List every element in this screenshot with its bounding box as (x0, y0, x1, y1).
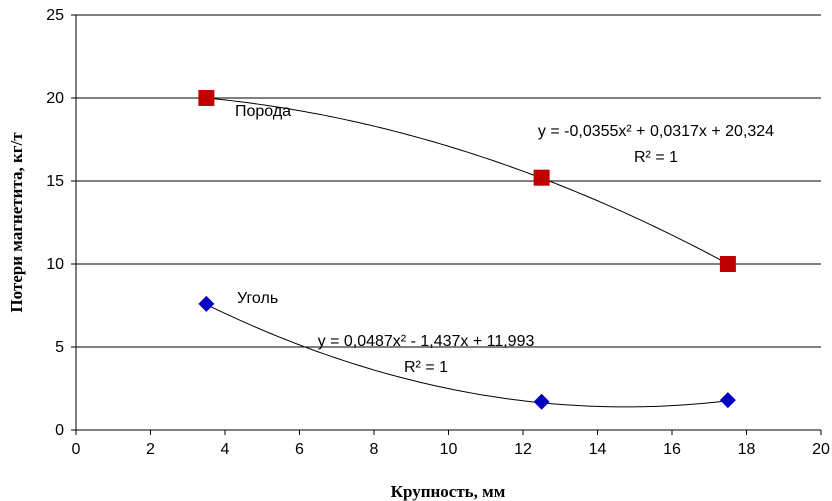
x-tick-label-20: 20 (812, 441, 830, 458)
x-axis-title: Крупность, мм (391, 482, 506, 501)
x-tick-label-14: 14 (589, 441, 607, 458)
y-tick-label-20: 20 (46, 90, 64, 107)
x-tick-label-18: 18 (738, 441, 756, 458)
chart-labels: Порода Уголь y = -0,0355x² + 0,0317x + 2… (7, 103, 774, 501)
x-tick-label-16: 16 (663, 441, 681, 458)
data-markers (198, 90, 736, 410)
trendlines (206, 97, 729, 408)
trendline-r2-poroda: R² = 1 (634, 149, 678, 166)
y-tick-label-10: 10 (46, 256, 64, 273)
trendline-r2-ugol: R² = 1 (404, 359, 448, 376)
y-tick-label-5: 5 (55, 339, 64, 356)
x-tick-label-12: 12 (514, 441, 532, 458)
x-tick-label-4: 4 (221, 441, 230, 458)
marker-ugol-2 (719, 392, 736, 409)
marker-poroda-2 (719, 256, 736, 272)
marker-ugol-0 (198, 295, 215, 312)
marker-poroda-0 (198, 90, 215, 106)
marker-ugol-1 (533, 393, 550, 410)
series-label-ugol: Уголь (237, 290, 278, 307)
trendline-equation-poroda: y = -0,0355x² + 0,0317x + 20,324 (538, 123, 774, 140)
trendline-equation-ugol: y = 0,0487x² - 1,437x + 11,993 (318, 333, 535, 350)
y-tick-label-0: 0 (55, 422, 64, 439)
x-tick-label-0: 0 (72, 441, 81, 458)
y-tick-label-15: 15 (46, 173, 64, 190)
trendline-poroda (206, 97, 729, 265)
x-tick-label-10: 10 (440, 441, 458, 458)
trendline-ugol (206, 304, 728, 408)
x-tick-label-8: 8 (370, 441, 379, 458)
series-label-poroda: Порода (235, 103, 291, 120)
axes: 0 5 10 15 20 25 0 2 4 6 8 10 12 14 16 18 20 (46, 7, 830, 458)
y-axis-title: Потери магнетита, кг/т (7, 132, 26, 313)
x-tick-label-6: 6 (295, 441, 304, 458)
x-tick-label-2: 2 (146, 441, 155, 458)
grid-lines (76, 14, 821, 348)
y-tick-label-25: 25 (46, 7, 64, 24)
marker-poroda-1 (533, 169, 550, 186)
